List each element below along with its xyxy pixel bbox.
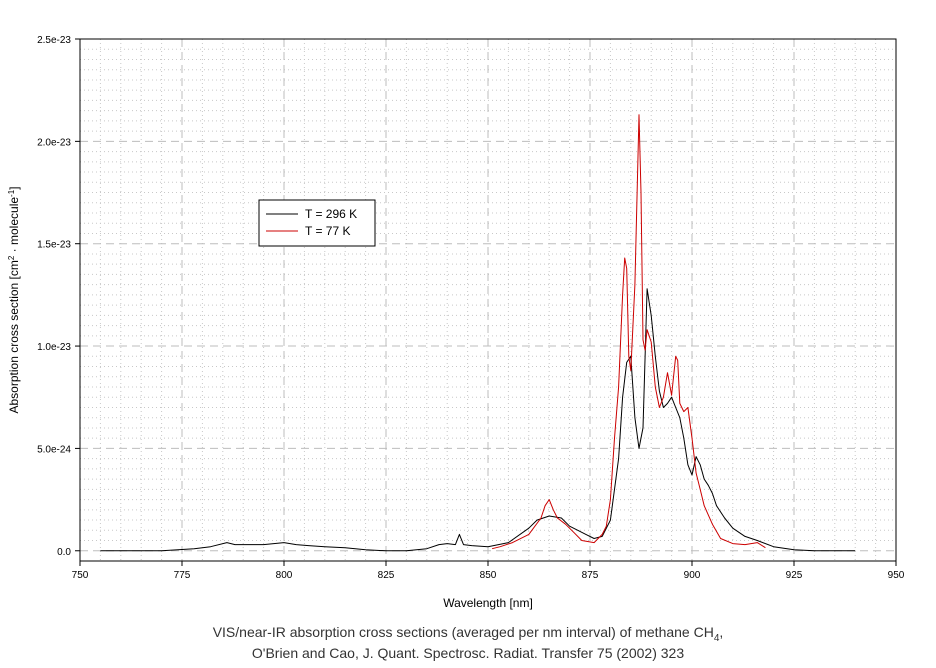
legend-label-2: T = 77 K: [305, 224, 350, 238]
series-line-2: [491, 114, 766, 550]
y-axis-title: Absorption cross section [cm2 · molecule…: [7, 186, 22, 413]
series-lines: [100, 114, 856, 552]
y-tick-label: 2.0e-23: [37, 137, 71, 148]
legend-box: [258, 199, 376, 247]
legend-label-1: T = 296 K: [305, 207, 357, 221]
x-tick-label: 900: [684, 570, 701, 581]
x-tick-label: 850: [480, 570, 497, 581]
y-axis: 0.0 5.0e-24 1.0e-23 1.5e-23 2.0e-23 2.5e-23: [37, 35, 80, 558]
y-axis-title-part: ]: [7, 186, 21, 189]
y-axis-title-part: · molecule: [7, 197, 21, 256]
y-tick-label: 0.0: [57, 547, 71, 558]
caption-line-2: O'Brien and Cao, J. Quant. Spectrosc. Ra…: [251, 645, 685, 661]
y-axis-title-part: Absorption cross section [cm: [7, 260, 21, 413]
series-line-1: [100, 288, 856, 552]
legend: T = 296 K T = 77 K: [258, 199, 376, 247]
x-axis-title: Wavelength [nm]: [443, 596, 533, 610]
x-tick-label: 925: [786, 570, 803, 581]
y-tick-label: 1.5e-23: [37, 240, 71, 251]
grid: [79, 38, 897, 561]
caption-line-1-text: VIS/near-IR absorption cross sections (a…: [212, 624, 714, 640]
caption-line-1-end: ,: [719, 624, 724, 640]
x-axis: 750 775 800 825 850 875 900 925 950: [72, 561, 905, 581]
y-tick-label: 5.0e-24: [37, 444, 71, 455]
x-tick-label: 950: [888, 570, 905, 581]
caption-subscript: 4: [713, 632, 720, 644]
x-tick-label: 775: [174, 570, 191, 581]
y-axis-title-superscript: -1: [7, 189, 16, 197]
y-axis-title-superscript: 2: [7, 255, 16, 260]
y-tick-label: 2.5e-23: [37, 35, 71, 46]
x-tick-label: 800: [276, 570, 293, 581]
x-tick-label: 825: [378, 570, 395, 581]
y-tick-label: 1.0e-23: [37, 342, 71, 353]
x-tick-label: 750: [72, 570, 89, 581]
caption-line-1: VIS/near-IR absorption cross sections (a…: [0, 624, 936, 644]
x-tick-label: 875: [582, 570, 599, 581]
